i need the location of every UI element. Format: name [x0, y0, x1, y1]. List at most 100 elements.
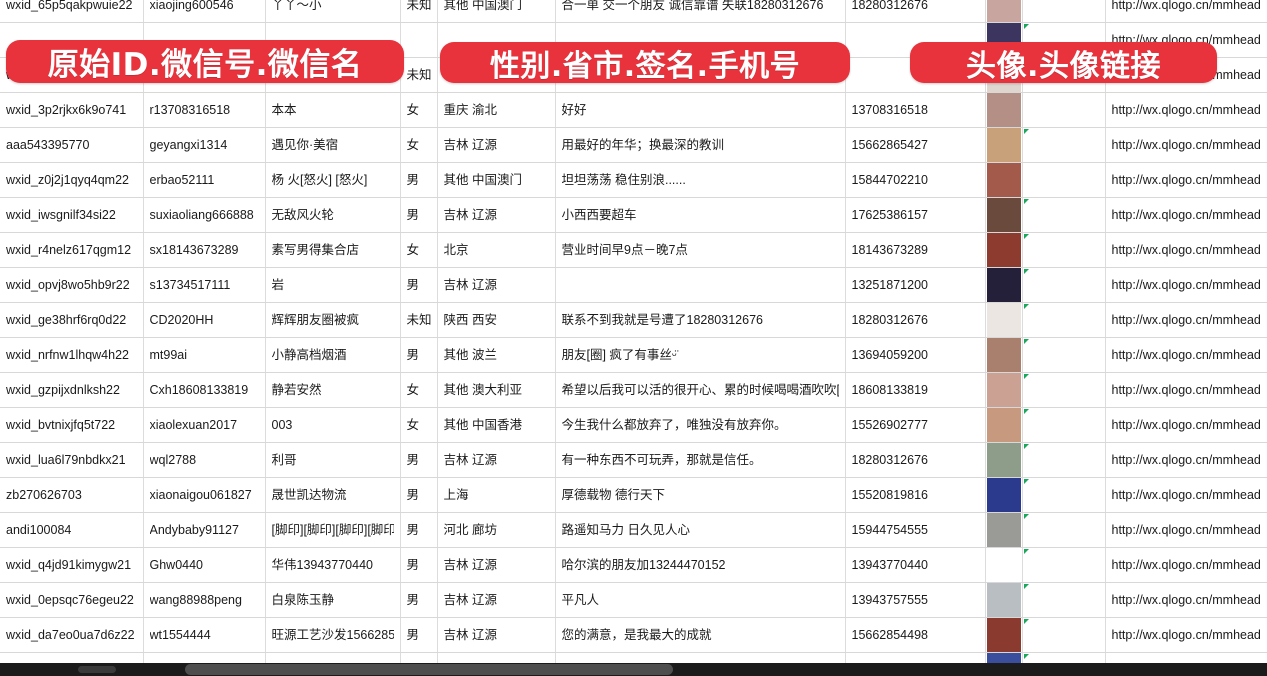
cell-gender[interactable]: 男: [400, 582, 438, 618]
cell-phone[interactable]: 13694059200: [845, 337, 986, 373]
table-row[interactable]: wxid_lua6l79nbdkx21 wql2788 利哥男吉林 辽源 有一种东西不…: [0, 442, 1267, 478]
cell-wechat-id[interactable]: wql2788: [143, 442, 266, 478]
cell-url[interactable]: http://wx.qlogo.cn/mmhead: [1105, 372, 1267, 408]
cell-signature[interactable]: 营业时间早9点－晚7点: [555, 232, 846, 268]
cell-wechat-id[interactable]: suxiaoliang666888: [143, 197, 266, 233]
cell-region[interactable]: 上海: [437, 477, 556, 513]
cell-region[interactable]: 重庆 渝北: [437, 92, 556, 128]
cell-signature[interactable]: 路遥知马力 日久见人心: [555, 512, 846, 548]
table-row[interactable]: wxid_iwsgnilf34si22 suxiaoliang666888 无敌风火…: [0, 197, 1267, 233]
cell-signature[interactable]: 联系不到我就是号遭了18280312676: [555, 302, 846, 338]
cell-phone[interactable]: 15662865427: [845, 127, 986, 163]
cell-signature[interactable]: 好好: [555, 92, 846, 128]
table-row[interactable]: wxid_opvj8wo5hb9r22 s13734517111 岩男吉林 辽源 13…: [0, 267, 1267, 303]
cell-avatar[interactable]: [985, 0, 1023, 23]
cell-nickname[interactable]: 003: [265, 407, 401, 443]
cell-gender[interactable]: 男: [400, 442, 438, 478]
cell-phone[interactable]: 17625386157: [845, 197, 986, 233]
cell-original-id[interactable]: wxid_q4jd91kimygw21: [0, 547, 144, 583]
cell-gender[interactable]: 男: [400, 162, 438, 198]
cell-original-id[interactable]: zb270626703: [0, 477, 144, 513]
cell-url[interactable]: http://wx.qlogo.cn/mmhead: [1105, 267, 1267, 303]
cell-phone[interactable]: 18280312676: [845, 302, 986, 338]
cell-region[interactable]: 其他 中国香港: [437, 407, 556, 443]
cell-url[interactable]: http://wx.qlogo.cn/mmhead: [1105, 127, 1267, 163]
cell-phone[interactable]: 15526902777: [845, 407, 986, 443]
cell-nickname[interactable]: 晟世凯达物流: [265, 477, 401, 513]
cell-gender[interactable]: 男: [400, 512, 438, 548]
cell-wechat-id[interactable]: geyangxi1314: [143, 127, 266, 163]
cell-nickname[interactable]: 白泉陈玉静: [265, 582, 401, 618]
cell-wechat-id[interactable]: xiaojing600546: [143, 0, 266, 23]
cell-phone[interactable]: 15520819816: [845, 477, 986, 513]
table-row[interactable]: wxid_ge38hrf6rq0d22 CD2020HH 辉辉朋友圈被疯 未知 陕西 西…: [0, 302, 1267, 338]
cell-url[interactable]: http://wx.qlogo.cn/mmhead: [1105, 617, 1267, 653]
scrollbar-thumb[interactable]: [185, 664, 673, 675]
cell-gender[interactable]: 男: [400, 477, 438, 513]
cell-original-id[interactable]: wxid_3p2rjkx6k9o741: [0, 92, 144, 128]
cell-phone[interactable]: 13708316518: [845, 92, 986, 128]
cell-nickname[interactable]: 无敌风火轮: [265, 197, 401, 233]
table-row[interactable]: wxid_z0j2j1qyq4qm22 erbao52111 杨 火[怒火] [怒火…: [0, 162, 1267, 198]
cell-signature[interactable]: 平凡人: [555, 582, 846, 618]
cell-wechat-id[interactable]: Andybaby91127: [143, 512, 266, 548]
cell-wechat-id[interactable]: wang88988peng: [143, 582, 266, 618]
cell-signature[interactable]: 小西西要超车: [555, 197, 846, 233]
table-row[interactable]: wxid_bvtnixjfq5t722 xiaolexuan2017 003 女其他 …: [0, 407, 1267, 443]
cell-signature[interactable]: [555, 267, 846, 303]
cell-wechat-id[interactable]: sx18143673289: [143, 232, 266, 268]
cell-original-id[interactable]: wxid_r4nelz617qgm12: [0, 232, 144, 268]
cell-gender[interactable]: 未知: [400, 0, 438, 23]
cell-signature[interactable]: 希望以后我可以活的很开心、累的时候喝喝酒吹吹[: [555, 372, 846, 408]
cell-avatar[interactable]: [985, 512, 1023, 548]
cell-gender[interactable]: 女: [400, 407, 438, 443]
cell-phone[interactable]: 15662854498: [845, 617, 986, 653]
cell-phone[interactable]: 13251871200: [845, 267, 986, 303]
cell-signature[interactable]: 朋友[圈] 疯了有事丝ᵕ̈: [555, 337, 846, 373]
cell-region[interactable]: 吉林 辽源: [437, 127, 556, 163]
cell-avatar[interactable]: [985, 92, 1023, 128]
cell-signature[interactable]: 用最好的年华；换最深的教训: [555, 127, 846, 163]
cell-gender[interactable]: 女: [400, 372, 438, 408]
cell-region[interactable]: 河北 廊坊: [437, 512, 556, 548]
cell-region[interactable]: 其他 中国澳门: [437, 162, 556, 198]
cell-original-id[interactable]: wxid_iwsgnilf34si22: [0, 197, 144, 233]
cell-signature[interactable]: 有一种东西不可玩弄，那就是信任。: [555, 442, 846, 478]
cell-url[interactable]: http://wx.qlogo.cn/mmhead: [1105, 92, 1267, 128]
cell-gender[interactable]: 男: [400, 197, 438, 233]
cell-url[interactable]: http://wx.qlogo.cn/mmhead: [1105, 582, 1267, 618]
cell-avatar[interactable]: [985, 547, 1023, 583]
cell-avatar[interactable]: [985, 232, 1023, 268]
horizontal-scrollbar[interactable]: [0, 663, 1267, 676]
cell-region[interactable]: 北京: [437, 232, 556, 268]
cell-nickname[interactable]: 静若安然: [265, 372, 401, 408]
cell-region[interactable]: 吉林 辽源: [437, 197, 556, 233]
cell-region[interactable]: 其他 中国澳门: [437, 0, 556, 23]
cell-url[interactable]: http://wx.qlogo.cn/mmhead: [1105, 337, 1267, 373]
cell-region[interactable]: 陕西 西安: [437, 302, 556, 338]
cell-region[interactable]: 其他 波兰: [437, 337, 556, 373]
cell-nickname[interactable]: 本本: [265, 92, 401, 128]
cell-phone[interactable]: 18280312676: [845, 442, 986, 478]
table-row[interactable]: wxid_r4nelz617qgm12 sx18143673289 素写男得集合店女…: [0, 232, 1267, 268]
cell-wechat-id[interactable]: s13734517111: [143, 267, 266, 303]
cell-original-id[interactable]: wxid_65p5qakpwuie22: [0, 0, 144, 23]
cell-avatar[interactable]: [985, 372, 1023, 408]
cell-avatar[interactable]: [985, 267, 1023, 303]
scrollbar-left-cap[interactable]: [78, 666, 116, 673]
cell-nickname[interactable]: [脚印][脚印][脚印][脚印: [265, 512, 401, 548]
cell-wechat-id[interactable]: r13708316518: [143, 92, 266, 128]
cell-avatar[interactable]: [985, 197, 1023, 233]
cell-gender[interactable]: 未知: [400, 302, 438, 338]
cell-avatar[interactable]: [985, 617, 1023, 653]
cell-signature[interactable]: 您的满意，是我最大的成就: [555, 617, 846, 653]
table-row[interactable]: wxid_gzpijxdnlksh22 Cxh18608133819 静若安然女其他…: [0, 372, 1267, 408]
cell-region[interactable]: 吉林 辽源: [437, 617, 556, 653]
cell-gender[interactable]: 未知: [400, 57, 438, 93]
cell-avatar[interactable]: [985, 337, 1023, 373]
cell-url[interactable]: http://wx.qlogo.cn/mmhead: [1105, 477, 1267, 513]
cell-gender[interactable]: [400, 22, 438, 58]
cell-url[interactable]: http://wx.qlogo.cn/mmhead: [1105, 0, 1267, 23]
cell-phone[interactable]: 18280312676: [845, 0, 986, 23]
cell-avatar[interactable]: [985, 162, 1023, 198]
